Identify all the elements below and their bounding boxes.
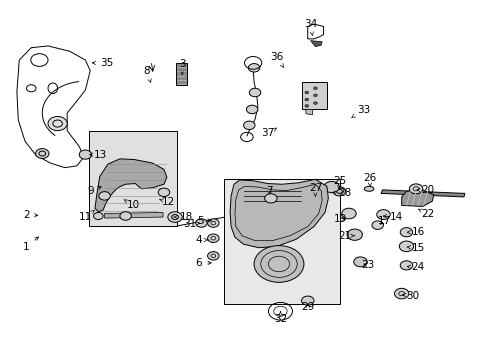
- Circle shape: [346, 229, 362, 240]
- Text: 16: 16: [407, 227, 424, 237]
- Text: 15: 15: [407, 243, 424, 253]
- Circle shape: [371, 221, 383, 229]
- Circle shape: [243, 121, 255, 130]
- Text: 24: 24: [407, 262, 424, 273]
- Circle shape: [207, 219, 219, 227]
- Circle shape: [399, 241, 413, 252]
- Circle shape: [264, 194, 277, 203]
- Text: 19: 19: [333, 214, 346, 224]
- Polygon shape: [95, 159, 166, 212]
- Polygon shape: [310, 41, 322, 47]
- Circle shape: [394, 288, 408, 299]
- Circle shape: [254, 246, 304, 282]
- Circle shape: [308, 189, 322, 198]
- Circle shape: [249, 88, 260, 97]
- Circle shape: [99, 192, 110, 200]
- Circle shape: [304, 104, 308, 107]
- Text: 29: 29: [301, 302, 314, 312]
- Text: 30: 30: [402, 291, 419, 301]
- Circle shape: [324, 181, 339, 193]
- Circle shape: [313, 87, 317, 90]
- Circle shape: [399, 228, 412, 237]
- Text: 7: 7: [265, 186, 272, 195]
- Circle shape: [48, 117, 67, 131]
- Circle shape: [36, 149, 49, 158]
- Text: 31: 31: [183, 219, 199, 229]
- Text: 17: 17: [377, 216, 390, 226]
- Circle shape: [93, 212, 103, 220]
- Text: 21: 21: [338, 231, 354, 241]
- Polygon shape: [380, 190, 464, 197]
- Circle shape: [195, 219, 207, 227]
- Circle shape: [399, 261, 412, 270]
- Circle shape: [158, 188, 169, 197]
- Bar: [224, 179, 340, 304]
- Text: 12: 12: [159, 197, 175, 207]
- Circle shape: [120, 212, 131, 220]
- Circle shape: [248, 64, 259, 72]
- Text: 32: 32: [273, 311, 286, 324]
- Circle shape: [207, 234, 219, 242]
- Polygon shape: [230, 179, 328, 248]
- Text: 11: 11: [79, 210, 95, 222]
- Circle shape: [341, 208, 355, 219]
- Text: 35: 35: [92, 58, 113, 68]
- Circle shape: [408, 184, 422, 194]
- Text: 9: 9: [87, 186, 101, 196]
- Text: 27: 27: [308, 183, 322, 196]
- Circle shape: [207, 252, 219, 260]
- Circle shape: [304, 91, 308, 94]
- Circle shape: [332, 187, 345, 196]
- Text: 8: 8: [142, 66, 151, 82]
- Text: 4: 4: [195, 235, 207, 245]
- Text: 6: 6: [195, 258, 211, 268]
- Circle shape: [304, 98, 308, 101]
- Circle shape: [376, 210, 389, 220]
- Text: 34: 34: [304, 19, 317, 35]
- Text: 14: 14: [383, 212, 403, 222]
- Bar: [176, 63, 186, 85]
- Text: 33: 33: [351, 105, 369, 118]
- Bar: [89, 131, 177, 226]
- Polygon shape: [305, 109, 312, 115]
- Circle shape: [167, 212, 182, 222]
- Text: 18: 18: [173, 212, 192, 222]
- Text: 22: 22: [417, 208, 433, 219]
- Circle shape: [313, 102, 317, 104]
- Text: 10: 10: [123, 199, 140, 210]
- Text: 28: 28: [332, 188, 351, 198]
- Polygon shape: [104, 212, 163, 218]
- Text: 26: 26: [363, 173, 376, 186]
- Text: 13: 13: [89, 150, 107, 159]
- Text: 25: 25: [332, 176, 346, 189]
- Text: 20: 20: [416, 185, 433, 195]
- Circle shape: [79, 150, 91, 159]
- Text: 37: 37: [260, 128, 276, 139]
- Circle shape: [353, 257, 366, 267]
- Bar: [302, 82, 326, 109]
- Text: 5: 5: [197, 216, 211, 226]
- Text: 23: 23: [361, 260, 374, 270]
- Circle shape: [246, 105, 257, 114]
- Circle shape: [301, 296, 313, 305]
- Text: 36: 36: [270, 52, 283, 67]
- Circle shape: [313, 94, 317, 97]
- Polygon shape: [401, 190, 433, 207]
- Text: 3: 3: [179, 59, 185, 74]
- Text: 2: 2: [23, 210, 38, 220]
- Ellipse shape: [364, 186, 373, 191]
- Text: 1: 1: [23, 237, 39, 252]
